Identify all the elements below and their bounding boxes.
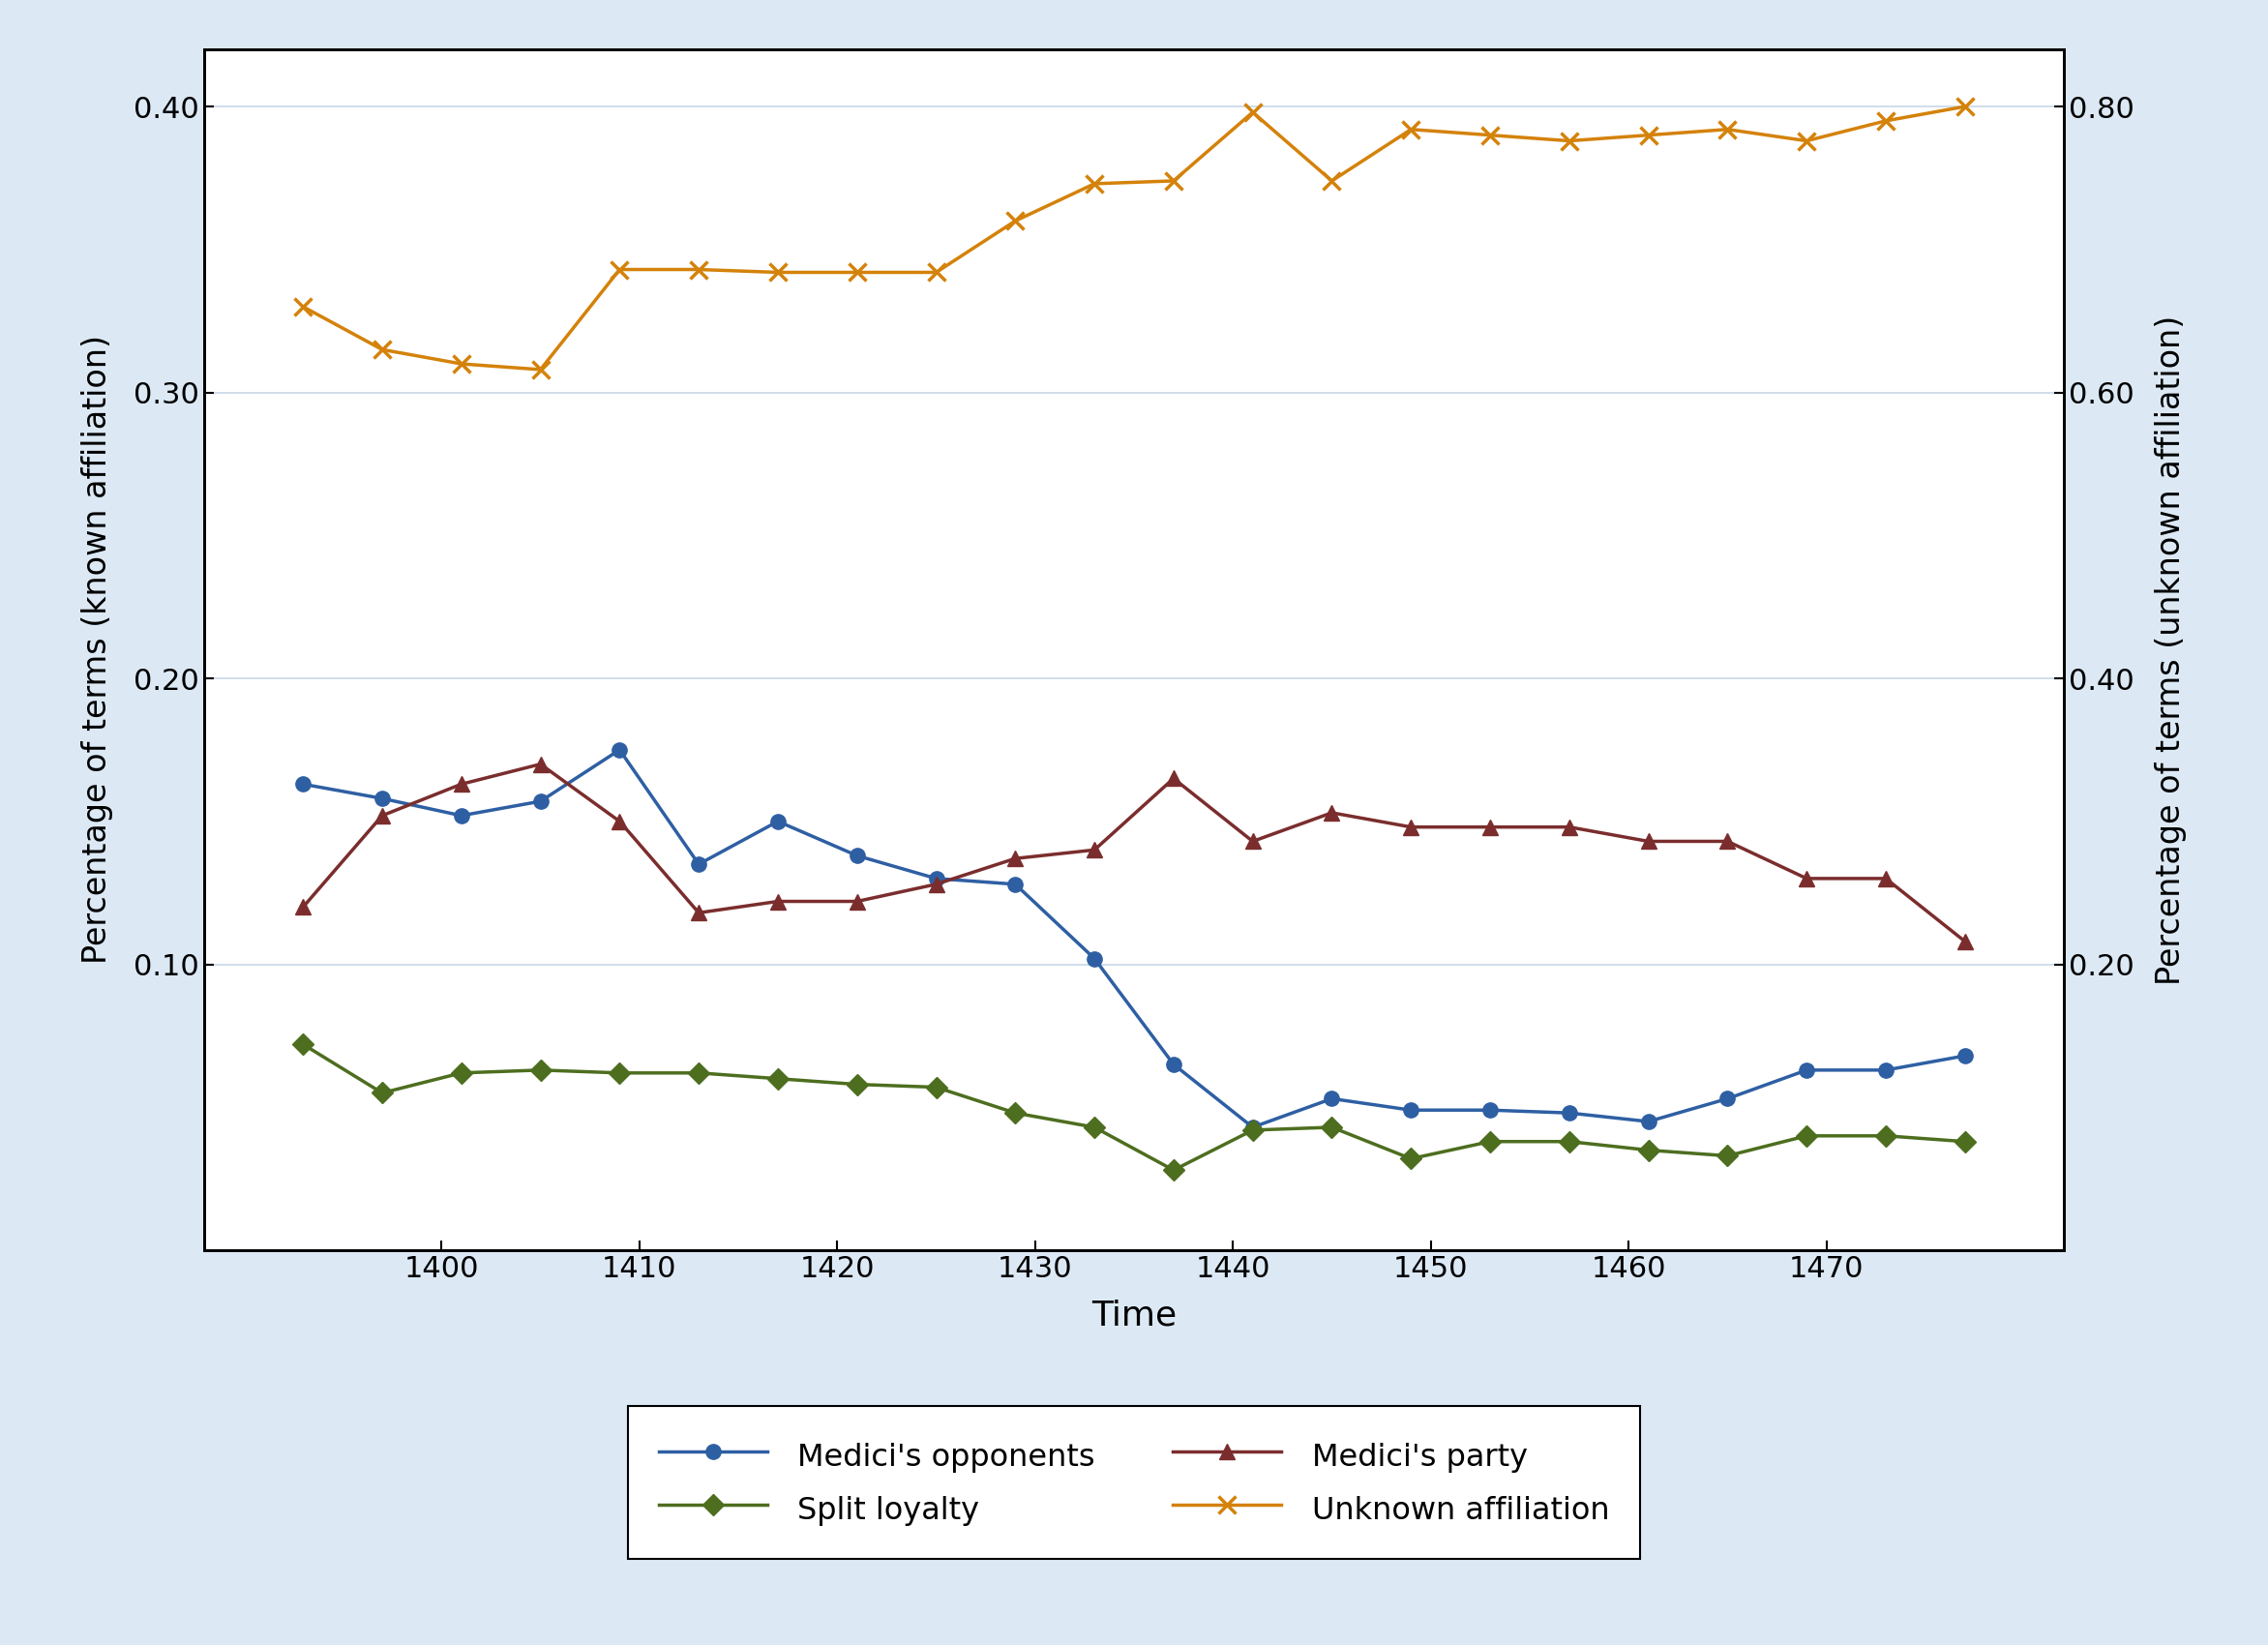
Split loyalty: [290, 1035, 318, 1054]
Unknown affiliation: [1556, 132, 1583, 151]
Medici's party: [685, 903, 712, 923]
Unknown affiliation: [526, 360, 553, 380]
Unknown affiliation: [290, 296, 318, 316]
Medici's opponents: [526, 791, 553, 811]
Medici's party: [1715, 831, 1742, 850]
Unknown affiliation: [1318, 171, 1345, 191]
Medici's opponents: [1002, 875, 1030, 895]
Medici's party: [1318, 803, 1345, 822]
Line: Unknown affiliation: Unknown affiliation: [295, 97, 1973, 378]
Unknown affiliation: [1871, 110, 1898, 130]
Unknown affiliation: [370, 341, 397, 360]
Split loyalty: [844, 1074, 871, 1094]
Split loyalty: [1715, 1147, 1742, 1166]
Medici's opponents: [1318, 1089, 1345, 1109]
Unknown affiliation: [764, 263, 792, 283]
Legend: Medici's opponents, Split loyalty, Medici's party, Unknown affiliation: Medici's opponents, Split loyalty, Medic…: [628, 1406, 1640, 1559]
Split loyalty: [370, 1082, 397, 1102]
X-axis label: Time: Time: [1091, 1300, 1177, 1332]
Line: Medici's party: Medici's party: [295, 757, 1973, 949]
Medici's opponents: [923, 869, 950, 888]
Split loyalty: [923, 1077, 950, 1097]
Medici's opponents: [1635, 1112, 1662, 1132]
Unknown affiliation: [844, 263, 871, 283]
Split loyalty: [1794, 1125, 1821, 1145]
Split loyalty: [526, 1061, 553, 1081]
Medici's opponents: [1950, 1046, 1978, 1066]
Medici's party: [1871, 869, 1898, 888]
Unknown affiliation: [1002, 211, 1030, 230]
Medici's party: [1794, 869, 1821, 888]
Split loyalty: [1002, 1104, 1030, 1124]
Line: Medici's opponents: Medici's opponents: [295, 742, 1973, 1135]
Split loyalty: [1238, 1120, 1266, 1140]
Split loyalty: [1871, 1125, 1898, 1145]
Unknown affiliation: [606, 260, 633, 280]
Split loyalty: [764, 1069, 792, 1089]
Medici's party: [1002, 849, 1030, 869]
Split loyalty: [685, 1063, 712, 1082]
Split loyalty: [1556, 1132, 1583, 1152]
Unknown affiliation: [1238, 102, 1266, 122]
Medici's party: [1238, 831, 1266, 850]
Medici's opponents: [1476, 1101, 1504, 1120]
Line: Split loyalty: Split loyalty: [295, 1036, 1973, 1178]
Medici's party: [1556, 818, 1583, 837]
Split loyalty: [1318, 1117, 1345, 1137]
Medici's opponents: [447, 806, 474, 826]
Medici's opponents: [1082, 949, 1109, 969]
Medici's party: [290, 897, 318, 916]
Medici's opponents: [1159, 1054, 1186, 1074]
Medici's opponents: [1556, 1104, 1583, 1124]
Unknown affiliation: [1715, 120, 1742, 140]
Split loyalty: [606, 1063, 633, 1082]
Y-axis label: Percentage of terms (unknown affiliation): Percentage of terms (unknown affiliation…: [2155, 314, 2186, 985]
Unknown affiliation: [447, 354, 474, 373]
Medici's opponents: [290, 775, 318, 795]
Split loyalty: [1159, 1160, 1186, 1179]
Split loyalty: [1082, 1117, 1109, 1137]
Medici's party: [923, 875, 950, 895]
Medici's party: [1082, 841, 1109, 860]
Medici's party: [447, 775, 474, 795]
Medici's party: [1397, 818, 1424, 837]
Y-axis label: Percentage of terms (known affiliation): Percentage of terms (known affiliation): [82, 336, 113, 964]
Unknown affiliation: [1397, 120, 1424, 140]
Split loyalty: [447, 1063, 474, 1082]
Split loyalty: [1397, 1148, 1424, 1168]
Medici's opponents: [1397, 1101, 1424, 1120]
Unknown affiliation: [685, 260, 712, 280]
Medici's party: [1159, 768, 1186, 788]
Unknown affiliation: [1159, 171, 1186, 191]
Medici's party: [526, 755, 553, 775]
Medici's opponents: [1794, 1061, 1821, 1081]
Unknown affiliation: [1082, 174, 1109, 194]
Unknown affiliation: [1635, 125, 1662, 145]
Medici's party: [1635, 831, 1662, 850]
Medici's opponents: [370, 788, 397, 808]
Unknown affiliation: [923, 263, 950, 283]
Medici's party: [1950, 931, 1978, 951]
Split loyalty: [1476, 1132, 1504, 1152]
Medici's opponents: [606, 740, 633, 760]
Medici's party: [370, 806, 397, 826]
Unknown affiliation: [1476, 125, 1504, 145]
Medici's opponents: [685, 854, 712, 873]
Medici's party: [844, 892, 871, 911]
Unknown affiliation: [1950, 97, 1978, 117]
Medici's opponents: [844, 846, 871, 865]
Medici's party: [1476, 818, 1504, 837]
Medici's opponents: [764, 811, 792, 831]
Split loyalty: [1950, 1132, 1978, 1152]
Medici's party: [606, 811, 633, 831]
Medici's party: [764, 892, 792, 911]
Medici's opponents: [1871, 1061, 1898, 1081]
Medici's opponents: [1715, 1089, 1742, 1109]
Split loyalty: [1635, 1140, 1662, 1160]
Medici's opponents: [1238, 1117, 1266, 1137]
Unknown affiliation: [1794, 132, 1821, 151]
